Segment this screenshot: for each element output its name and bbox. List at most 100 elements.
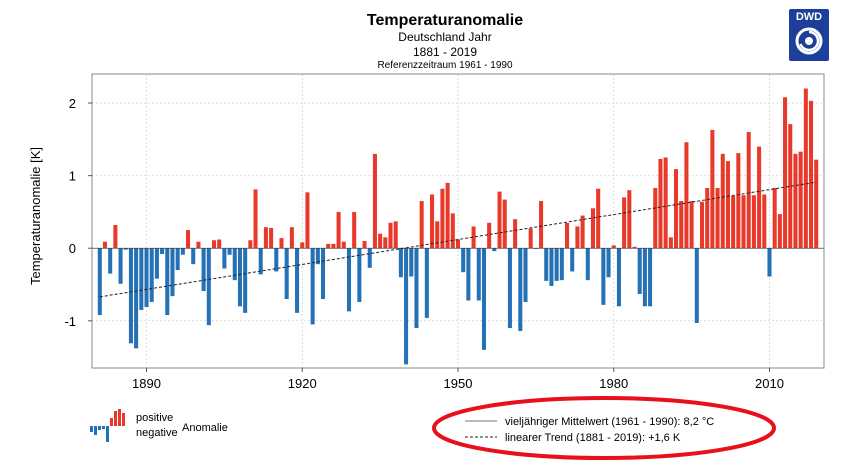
anomaly-bar-1918: [289, 227, 294, 249]
anomaly-bar-1884: [113, 224, 118, 249]
anomaly-bar-1898: [186, 230, 191, 249]
anomaly-bar-1973: [575, 226, 580, 249]
anomaly-bar-1997: [699, 201, 705, 249]
anomaly-bar-1903: [211, 240, 217, 249]
anomaly-bar-1950: [455, 239, 461, 249]
anomaly-bar-1888: [134, 248, 139, 349]
dwd-swirl-icon: [795, 27, 823, 55]
anomaly-bar-2004: [736, 153, 741, 249]
anomaly-bar-1908: [237, 248, 242, 307]
anomaly-bar-1968: [549, 248, 554, 286]
anomaly-bar-1979: [606, 248, 611, 278]
anomaly-bar-1896: [175, 248, 180, 270]
anomaly-bar-1910: [248, 240, 253, 249]
anomaly-bar-1930: [352, 211, 357, 249]
anomaly-bar-1886: [123, 248, 128, 250]
y-tick-label: -1: [64, 314, 76, 329]
anomaly-bar-1946: [435, 221, 440, 249]
anomaly-bar-1985: [637, 248, 642, 294]
anomaly-bar-1924: [321, 248, 326, 300]
y-axis-ticks: -1 0 1 2: [64, 96, 92, 329]
anomaly-bar-1953: [471, 226, 476, 249]
anomaly-bar-1935: [378, 233, 383, 249]
anomaly-bar-1936: [383, 237, 388, 249]
anomaly-bar-1990: [663, 157, 668, 249]
anomaly-bar-1922: [310, 248, 315, 325]
anomaly-bar-1931: [357, 248, 362, 302]
anomaly-bar-1994: [684, 142, 689, 249]
x-tick-label: 2010: [755, 376, 784, 391]
anomaly-bar-1995: [689, 201, 694, 249]
anomaly-bar-1942: [414, 248, 419, 329]
anomaly-bar-1949: [450, 213, 455, 249]
anomaly-bar-1981: [616, 248, 621, 307]
anomaly-bar-1956: [487, 222, 492, 249]
anomaly-bar-1927: [336, 211, 341, 249]
anomaly-bar-1939: [398, 248, 403, 278]
anomaly-bar-1954: [476, 248, 481, 301]
anomaly-bar-2001: [720, 153, 725, 249]
anomaly-bar-1958: [497, 191, 502, 249]
anomaly-bar-1881: [97, 248, 102, 316]
anomaly-bar-1998: [705, 187, 710, 249]
anomaly-bar-1947: [440, 188, 445, 249]
anomaly-bar-1960: [507, 248, 512, 329]
anomaly-bar-1969: [554, 248, 559, 281]
anomaly-bar-1992: [674, 169, 679, 249]
anomaly-bar-1941: [409, 248, 414, 277]
anomaly-bar-1909: [243, 248, 248, 313]
anomaly-bar-1962: [518, 248, 523, 331]
anomaly-bar-1915: [274, 248, 279, 272]
anomaly-bar-1917: [284, 248, 289, 300]
anomaly-bar-1904: [217, 239, 222, 249]
anomaly-bar-1988: [653, 187, 658, 249]
chart-subtitle-period: 1881 - 2019: [413, 45, 477, 59]
anomaly-bar-2013: [783, 97, 788, 249]
anomaly-bar-2005: [741, 195, 746, 249]
anomaly-bar-1964: [528, 228, 533, 249]
anomaly-bar-1961: [513, 219, 518, 249]
anomaly-bar-1890: [144, 248, 149, 308]
anomaly-bar-2006: [746, 132, 751, 249]
anomaly-bar-1999: [710, 129, 715, 249]
anomaly-bars: [97, 88, 819, 365]
anomaly-bar-1907: [232, 248, 237, 281]
x-tick-label: 1950: [444, 376, 473, 391]
anomaly-bar-2000: [715, 187, 720, 249]
anomaly-bar-1895: [170, 248, 175, 297]
anomaly-bar-1900: [196, 241, 201, 249]
legend-negative-label: negative: [136, 427, 178, 439]
anomaly-bar-1921: [305, 192, 310, 249]
x-tick-label: 1890: [132, 376, 161, 391]
anomaly-bar-1972: [570, 248, 575, 272]
x-tick-label: 1980: [599, 376, 628, 391]
trend-line: [99, 181, 817, 298]
anomaly-bar-1943: [419, 201, 424, 249]
anomaly-bar-1989: [658, 158, 663, 249]
anomaly-bar-1899: [191, 248, 196, 265]
anomaly-bar-1944: [424, 248, 429, 318]
dwd-logo-text: DWD: [795, 11, 823, 23]
anomaly-bar-1976: [590, 208, 595, 249]
anomaly-bar-1983: [627, 190, 632, 249]
anomaly-bar-1893: [160, 248, 165, 255]
anomaly-bar-2007: [751, 195, 756, 249]
y-tick-label: 2: [69, 96, 76, 111]
anomaly-bar-2012: [777, 214, 782, 249]
anomaly-bar-1987: [648, 248, 653, 307]
anomaly-bar-1911: [253, 189, 258, 249]
anomaly-bar-1937: [388, 222, 393, 249]
dwd-logo: DWD: [789, 9, 829, 61]
anomaly-bar-1933: [367, 248, 372, 268]
anomaly-bar-1975: [585, 248, 590, 281]
y-tick-label: 1: [69, 169, 76, 184]
anomaly-bar-1906: [227, 248, 232, 255]
anomaly-bar-1970: [559, 248, 564, 281]
anomaly-bar-1957: [492, 248, 497, 252]
highlight-ellipse: [432, 396, 776, 460]
anomaly-bar-2018: [809, 100, 814, 249]
anomaly-bar-1982: [622, 197, 627, 249]
anomaly-bar-1991: [668, 237, 673, 249]
chart-title: Temperaturanomalie: [367, 12, 523, 29]
anomaly-bar-1951: [461, 248, 466, 273]
